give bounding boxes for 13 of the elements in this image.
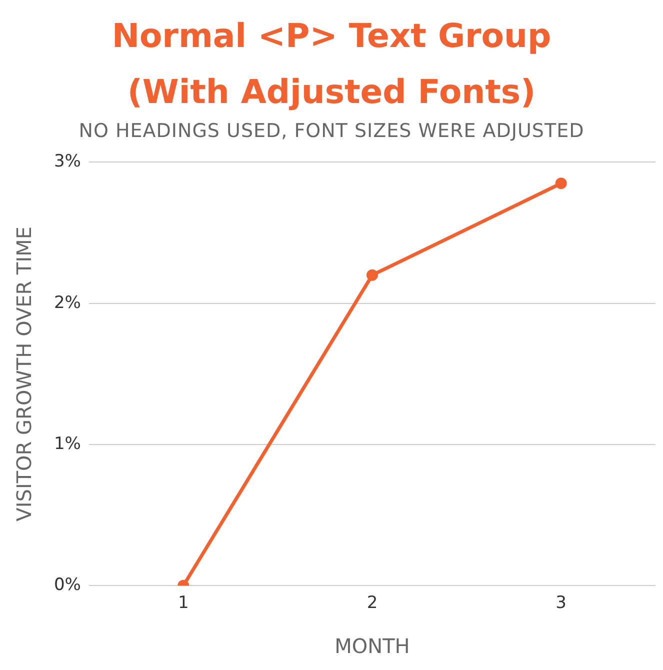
y-tick-label: 0% — [54, 575, 81, 596]
x-axis-title: MONTH — [334, 634, 410, 658]
x-tick-label: 2 — [366, 593, 378, 614]
x-tick-label: 1 — [178, 593, 189, 614]
point — [555, 178, 567, 190]
y-tick-label: 3% — [54, 152, 81, 172]
x-tick-label: 3 — [556, 593, 566, 614]
chart-subtitle: NO HEADINGS USED, FONT SIZES WERE ADJUSTED — [78, 120, 586, 144]
y-axis-title: VISITOR GROWTH OVER TIME — [12, 226, 36, 522]
point — [366, 269, 378, 281]
chart-title: Normal <P> Text Group (With Adjusted Fonts) — [110, 15, 552, 113]
y-tick-label: 1% — [54, 434, 81, 454]
y-tick-label: 2% — [54, 292, 81, 313]
